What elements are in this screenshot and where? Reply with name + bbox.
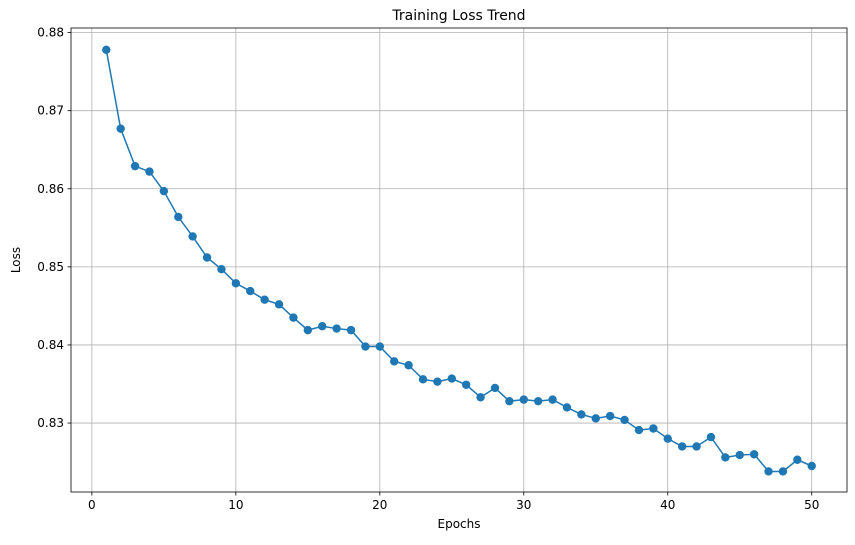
loss-point	[447, 374, 456, 383]
loss-point	[562, 403, 572, 412]
loss-point	[332, 324, 341, 333]
loss-point	[217, 265, 226, 274]
y-tick-label: 0.84	[37, 338, 64, 352]
loss-point	[116, 124, 125, 133]
y-axis-label: Loss	[9, 247, 23, 273]
y-tick-label: 0.85	[37, 260, 64, 274]
loss-point	[303, 325, 313, 335]
loss-point	[663, 434, 672, 443]
loss-point	[721, 453, 730, 462]
loss-point	[145, 167, 154, 176]
x-tick-label: 30	[516, 498, 531, 512]
loss-point	[490, 383, 500, 393]
y-tick-label: 0.88	[37, 26, 64, 40]
x-tick-label: 20	[372, 498, 387, 512]
loss-point	[764, 467, 773, 476]
loss-point	[390, 357, 399, 366]
loss-point	[634, 425, 644, 435]
y-tick-label: 0.83	[37, 416, 64, 430]
loss-point	[793, 455, 802, 464]
y-tick-label: 0.86	[37, 182, 64, 196]
loss-point	[692, 442, 701, 451]
loss-point	[778, 467, 788, 476]
loss-point	[620, 415, 629, 425]
y-tick-label: 0.87	[37, 104, 64, 118]
loss-line	[105, 49, 813, 473]
loss-point	[433, 377, 442, 386]
loss-point	[706, 432, 716, 442]
loss-point	[159, 186, 169, 196]
loss-point	[577, 410, 586, 419]
loss-point	[346, 325, 356, 335]
loss-point	[246, 286, 255, 296]
grid	[71, 28, 847, 492]
loss-point	[260, 295, 269, 304]
loss-point	[519, 395, 528, 404]
loss-point	[130, 161, 140, 171]
loss-point	[274, 300, 284, 309]
loss-point	[649, 424, 658, 433]
x-tick-label: 0	[88, 498, 96, 512]
loss-point	[807, 461, 816, 471]
x-tick-label: 40	[660, 498, 675, 512]
loss-point	[174, 212, 183, 222]
x-tick-label: 10	[228, 498, 243, 512]
loss-point	[605, 411, 615, 421]
loss-point	[188, 232, 197, 241]
loss-point	[418, 375, 428, 384]
loss-point	[735, 450, 744, 460]
loss-point	[404, 361, 413, 370]
loss-point	[749, 450, 759, 459]
loss-point	[476, 393, 485, 402]
loss-point	[505, 396, 514, 406]
loss-point	[231, 279, 241, 288]
loss-point	[548, 395, 557, 404]
chart-title: Training Loss Trend	[391, 8, 525, 24]
loss-point	[361, 342, 370, 351]
plot-frame	[70, 27, 848, 493]
loss-point	[677, 442, 687, 451]
series-loss	[102, 45, 816, 476]
loss-point	[318, 322, 327, 331]
loss-point	[102, 45, 111, 54]
loss-point	[375, 342, 385, 351]
loss-point	[591, 414, 600, 423]
loss-point	[533, 396, 543, 406]
axis-ticks: 0 10 20 30 40 50 0.83 0.84 0.85 0.86 0.87 0.88	[37, 26, 819, 512]
loss-point	[289, 313, 298, 322]
x-tick-label: 50	[804, 498, 819, 512]
loss-point	[202, 253, 212, 262]
loss-point	[462, 380, 471, 389]
x-axis-label: Epochs	[438, 517, 481, 531]
